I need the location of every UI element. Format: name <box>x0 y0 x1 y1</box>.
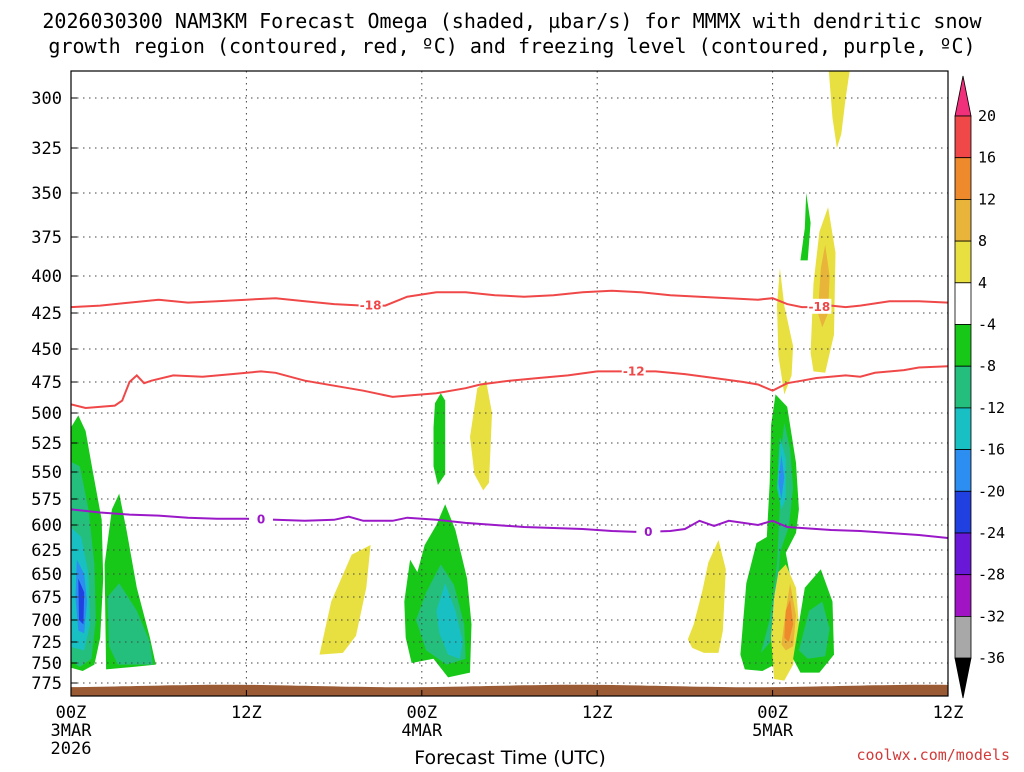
ytick-label-550: 550 <box>31 463 62 483</box>
ytick-label-650: 650 <box>31 565 62 585</box>
contour-line-0 <box>71 508 948 539</box>
contour-label-0-0: 0 <box>257 512 265 526</box>
colorbar-label-7: -12 <box>978 399 1005 417</box>
ytick-label-775: 775 <box>31 674 62 694</box>
x-axis-label: Forecast Time (UTC) <box>414 747 605 768</box>
ytick-label-675: 675 <box>31 588 62 608</box>
colorbar-swatch-6 <box>954 324 972 367</box>
colorbar-top-arrow <box>954 75 972 117</box>
credit-link[interactable]: coolwx.com/models <box>856 746 1010 764</box>
ytick-label-425: 425 <box>31 304 62 324</box>
colorbar-swatch-12 <box>954 574 972 617</box>
xtick-date-2: 4MAR <box>401 721 443 741</box>
colorbar-label-3: 8 <box>978 232 987 250</box>
terrain-fill <box>71 684 948 696</box>
colorbar-label-2: 12 <box>978 190 996 208</box>
contour-label--18-1: -18 <box>809 300 831 314</box>
colorbar-label-10: -24 <box>978 524 1005 542</box>
ytick-label-350: 350 <box>31 184 62 204</box>
colorbar-bottom-arrow <box>954 657 972 699</box>
omega-area-24 <box>800 193 811 261</box>
ytick-label-475: 475 <box>31 373 62 393</box>
xtick-year-0: 2026 <box>51 739 92 759</box>
colorbar-label-11: -28 <box>978 566 1005 584</box>
ytick-label-725: 725 <box>31 633 62 653</box>
xtick-label-3: 12Z <box>582 703 613 723</box>
omega-area-17 <box>778 454 785 499</box>
colorbar-label-6: -8 <box>978 357 996 375</box>
omega-area-18 <box>777 268 794 395</box>
colorbar-swatch-5 <box>954 282 972 325</box>
colorbar-swatch-3 <box>954 198 972 242</box>
colorbar-label-5: -4 <box>978 316 996 334</box>
omega-area-13 <box>687 540 726 653</box>
contour-label--12-0: -12 <box>623 364 645 378</box>
colorbar-swatch-13 <box>954 616 972 659</box>
ytick-label-500: 500 <box>31 404 62 424</box>
colorbar-label-1: 16 <box>978 149 996 167</box>
xtick-label-5: 12Z <box>933 703 964 723</box>
xtick-date-4: 5MAR <box>752 721 794 741</box>
ytick-label-575: 575 <box>31 490 62 510</box>
contour-label-bg-0-1 <box>636 523 661 539</box>
omega-area-23 <box>798 601 830 659</box>
ytick-label-450: 450 <box>31 340 62 360</box>
contour-label-bg--18-1 <box>807 298 832 314</box>
colorbar-label-0: 20 <box>978 107 996 125</box>
contour-labels: -18 -18 -12 0 0 <box>249 297 832 539</box>
colorbar: 20 16 12 8 4 -4 -8 -12 -16 -20 -24 -28 -32 -36 <box>954 75 1005 699</box>
colorbar-label-12: -32 <box>978 607 1005 625</box>
colorbar-swatch-4 <box>954 240 972 284</box>
ytick-label-400: 400 <box>31 267 62 287</box>
xtick-label-1: 12Z <box>231 703 262 723</box>
omega-area-10 <box>436 583 463 659</box>
contour-label--18-0: -18 <box>360 299 382 313</box>
colorbar-swatch-7 <box>954 365 972 409</box>
ytick-label-750: 750 <box>31 654 62 674</box>
contour-label-bg--12-0 <box>621 363 646 379</box>
ytick-label-625: 625 <box>31 541 62 561</box>
colorbar-swatch-10 <box>954 490 972 534</box>
ytick-label-325: 325 <box>31 139 62 159</box>
contour-label-bg--18-0 <box>358 297 383 313</box>
omega-area-27 <box>828 71 850 148</box>
chart-title-line1: 2026030300 NAM3KM Forecast Omega (shaded… <box>42 9 982 33</box>
chart-title-line2: growth region (contoured, red, ºC) and f… <box>48 34 975 58</box>
colorbar-swatch-9 <box>954 449 972 492</box>
colorbar-swatch-8 <box>954 407 972 450</box>
xtick-label-0: 00Z <box>56 703 87 723</box>
omega-area-21 <box>784 599 794 642</box>
y-axis-ticks: 300 325 350 375 400 425 450 475 500 525 550 575 600 6… <box>31 89 77 694</box>
ytick-label-525: 525 <box>31 434 62 454</box>
ytick-label-300: 300 <box>31 89 62 109</box>
ytick-label-375: 375 <box>31 228 62 248</box>
colorbar-swatch-1 <box>954 115 972 159</box>
contour-label-0-1: 0 <box>644 525 652 539</box>
contour-line--12 <box>71 365 948 410</box>
grid-lines <box>71 71 948 696</box>
colorbar-swatch-11 <box>954 532 972 576</box>
omega-area-6 <box>107 583 153 665</box>
omega-area-11 <box>433 393 446 485</box>
omega-shading <box>71 71 850 681</box>
xtick-label-4: 00Z <box>757 703 788 723</box>
omega-area-4 <box>78 578 85 625</box>
omega-area-12 <box>470 380 492 491</box>
colorbar-label-8: -16 <box>978 441 1005 459</box>
terrain-strip <box>71 684 948 696</box>
contour-label-bg-0-0 <box>249 511 274 527</box>
ytick-label-600: 600 <box>31 516 62 536</box>
xtick-date-0: 3MAR <box>51 721 93 741</box>
xtick-label-2: 00Z <box>406 703 437 723</box>
omega-area-7 <box>319 545 371 655</box>
colorbar-label-9: -20 <box>978 482 1005 500</box>
colorbar-label-4: 4 <box>978 274 987 292</box>
colorbar-swatch-2 <box>954 157 972 200</box>
colorbar-label-13: -36 <box>978 649 1005 667</box>
ytick-label-700: 700 <box>31 611 62 631</box>
